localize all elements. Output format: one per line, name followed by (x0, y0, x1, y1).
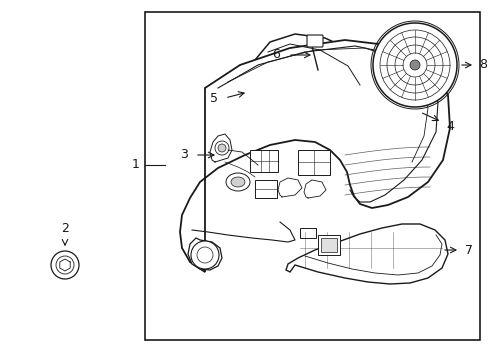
Text: 7: 7 (465, 243, 473, 256)
Circle shape (215, 141, 229, 155)
Bar (255, 180, 277, 198)
Circle shape (51, 251, 79, 279)
Bar (298, 150, 330, 175)
Circle shape (56, 256, 74, 274)
Polygon shape (286, 224, 448, 284)
Text: 4: 4 (446, 120, 454, 132)
Circle shape (410, 60, 420, 70)
Text: 6: 6 (272, 49, 280, 62)
Circle shape (197, 247, 213, 263)
Bar (321, 238, 337, 252)
Ellipse shape (231, 177, 245, 187)
Bar (250, 150, 278, 172)
Text: 5: 5 (210, 91, 218, 104)
FancyBboxPatch shape (307, 35, 323, 47)
Text: 1: 1 (132, 158, 140, 171)
Polygon shape (188, 238, 222, 270)
Ellipse shape (226, 173, 250, 191)
Text: 3: 3 (180, 148, 188, 162)
Text: 2: 2 (61, 222, 69, 235)
Bar (300, 228, 316, 238)
Bar (145, 12, 480, 340)
Circle shape (373, 23, 457, 107)
Text: 8: 8 (479, 58, 487, 72)
Bar (318, 235, 340, 255)
Polygon shape (180, 40, 450, 272)
Polygon shape (245, 34, 370, 122)
Circle shape (191, 241, 219, 269)
Circle shape (218, 144, 226, 152)
